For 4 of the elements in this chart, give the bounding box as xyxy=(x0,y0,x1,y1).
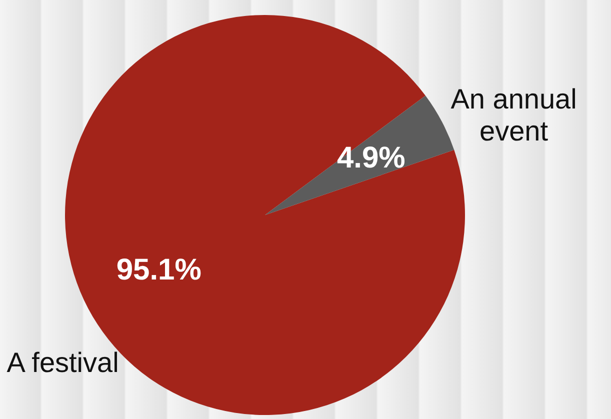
slice-label: An annual event xyxy=(450,84,577,147)
slice-label: A festival xyxy=(6,347,119,378)
data-label: 95.1% xyxy=(116,253,202,286)
data-label: 4.9% xyxy=(336,141,406,174)
